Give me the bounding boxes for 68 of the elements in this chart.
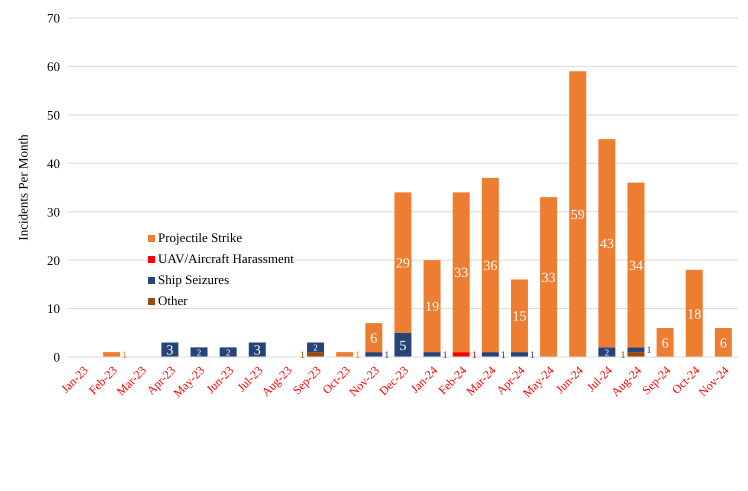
- data-label: 33: [454, 266, 468, 282]
- bar: [365, 323, 382, 352]
- data-label: 19: [425, 300, 440, 316]
- bar: [627, 182, 644, 348]
- data-label: 1: [646, 345, 652, 356]
- data-label: 59: [570, 208, 585, 224]
- y-tick-label: 40: [47, 156, 60, 171]
- bar: [627, 352, 644, 357]
- data-label: 29: [396, 256, 410, 272]
- legend-label: UAV/Aircraft Harassment: [158, 251, 294, 267]
- bar: [482, 352, 499, 357]
- y-tick-label: 70: [47, 10, 60, 26]
- data-label: 1: [472, 350, 477, 362]
- bar: [569, 71, 586, 357]
- data-label: 6: [720, 336, 727, 352]
- legend-label: Projectile Strike: [158, 230, 242, 246]
- bar: [336, 352, 354, 357]
- bar: [424, 260, 441, 352]
- data-label: 6: [370, 332, 378, 347]
- bar: [482, 178, 499, 352]
- y-tick-label: 0: [54, 350, 60, 365]
- data-label: 1: [620, 350, 626, 362]
- data-label: 43: [600, 237, 614, 252]
- y-axis-title: Incidents Per Month: [16, 134, 31, 241]
- y-tick-label: 20: [47, 252, 60, 268]
- data-label: 18: [687, 307, 702, 322]
- data-label: 3: [166, 344, 174, 359]
- data-label: 2: [313, 342, 318, 352]
- data-label: 15: [512, 310, 526, 325]
- bar: [627, 347, 644, 352]
- data-label: 2: [226, 347, 230, 358]
- bar: [598, 139, 616, 348]
- bar: [103, 352, 120, 357]
- y-tick-label: 50: [47, 107, 60, 122]
- data-label: 1: [530, 350, 535, 362]
- data-label: 36: [483, 258, 498, 274]
- data-label: 2: [604, 347, 610, 358]
- data-label: 1: [500, 350, 506, 362]
- data-label: 6: [662, 336, 669, 352]
- bar: [714, 328, 732, 357]
- bar: [452, 192, 470, 352]
- data-label: 1: [355, 350, 360, 362]
- bar: [452, 352, 470, 357]
- data-label: 2: [196, 347, 202, 358]
- y-tick-label: 60: [47, 59, 60, 74]
- data-label: 33: [542, 270, 556, 286]
- y-tick-label: 30: [47, 204, 60, 220]
- bar: [686, 270, 703, 357]
- data-label: 5: [399, 338, 406, 354]
- bar: [307, 342, 324, 352]
- bar: [510, 280, 528, 352]
- bar: [424, 352, 441, 357]
- data-label: 1: [300, 350, 306, 362]
- bar: [394, 192, 412, 333]
- bar: [365, 352, 382, 357]
- bar: [394, 332, 412, 357]
- bar: [656, 328, 674, 357]
- bar: [540, 197, 558, 357]
- bar: [307, 352, 324, 357]
- data-label: 3: [254, 344, 261, 359]
- data-label: 1: [122, 350, 128, 362]
- legend-label: Other: [158, 293, 188, 309]
- y-tick-label: 10: [47, 301, 60, 316]
- data-label: 34: [628, 258, 643, 274]
- data-label: 1: [442, 350, 448, 362]
- bar: [510, 352, 528, 357]
- legend-label: Ship Seizures: [158, 272, 230, 288]
- data-label: 1: [384, 350, 390, 362]
